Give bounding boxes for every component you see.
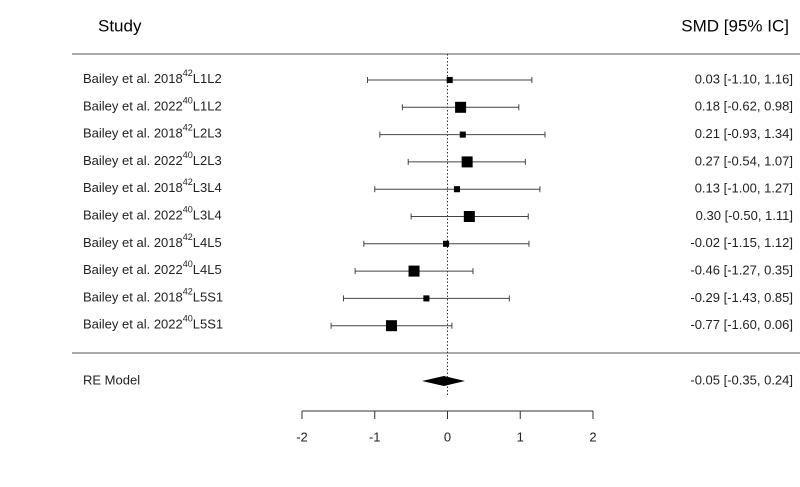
study-name: Bailey et al. 2022 — [83, 99, 183, 114]
study-ref: 40 — [183, 259, 193, 269]
study-ref: 42 — [183, 123, 193, 133]
study-name: Bailey et al. 2018 — [83, 126, 183, 141]
pooled-label: RE Model — [83, 372, 140, 387]
study-name: Bailey et al. 2018 — [83, 235, 183, 250]
point-estimate — [453, 186, 460, 193]
study-name: Bailey et al. 2018 — [83, 290, 183, 305]
study-label: Bailey et al. 202240L1L2 — [83, 96, 222, 114]
value-label: 0.30 [-0.50, 1.11] — [696, 208, 793, 223]
study-label: Bailey et al. 202240L2L3 — [83, 150, 222, 168]
point-estimate — [385, 320, 397, 332]
study-label: Bailey et al. 201842L4L5 — [83, 232, 222, 250]
study-label: Bailey et al. 201842L3L4 — [83, 178, 222, 196]
study-level: L3L4 — [193, 181, 222, 196]
study-ref: 42 — [183, 68, 193, 78]
point-estimate — [461, 156, 473, 168]
study-label: Bailey et al. 202240L3L4 — [83, 205, 222, 223]
study-ref: 40 — [183, 96, 193, 106]
x-tick-label: 2 — [589, 429, 596, 444]
study-level: L1L2 — [193, 71, 222, 86]
value-label: 0.13 [-1.00, 1.27] — [695, 181, 793, 196]
study-level: L2L3 — [193, 153, 222, 168]
study-name: Bailey et al. 2022 — [83, 263, 183, 278]
study-level: L4L5 — [193, 263, 222, 278]
point-estimate — [443, 240, 450, 247]
study-name: Bailey et al. 2022 — [83, 153, 183, 168]
study-label: Bailey et al. 201842L1L2 — [83, 68, 222, 86]
value-label: 0.18 [-0.62, 0.98] — [695, 99, 793, 114]
study-ref: 42 — [183, 232, 193, 242]
value-label: 0.03 [-1.10, 1.16] — [695, 71, 793, 86]
study-level: L5S1 — [193, 317, 223, 332]
point-estimate — [423, 295, 430, 302]
pooled-value-label: -0.05 [-0.35, 0.24] — [690, 372, 793, 387]
x-tick-label: -1 — [369, 429, 381, 444]
study-ref: 42 — [183, 287, 193, 297]
study-label: Bailey et al. 201842L2L3 — [83, 123, 222, 141]
study-ref: 40 — [183, 150, 193, 160]
study-name: Bailey et al. 2018 — [83, 71, 183, 86]
study-level: L5S1 — [193, 290, 223, 305]
study-name: Bailey et al. 2022 — [83, 208, 183, 223]
study-ref: 40 — [183, 205, 193, 215]
x-tick-label: 0 — [444, 429, 451, 444]
study-label: Bailey et al. 202240L4L5 — [83, 259, 222, 277]
point-estimate — [459, 131, 466, 138]
value-label: -0.02 [-1.15, 1.12] — [690, 235, 793, 250]
header-study: Study — [98, 16, 142, 35]
study-level: L3L4 — [193, 208, 222, 223]
study-name: Bailey et al. 2022 — [83, 317, 183, 332]
point-estimate — [463, 211, 475, 222]
study-ref: 42 — [183, 178, 193, 188]
value-label: 0.27 [-0.54, 1.07] — [695, 153, 793, 168]
value-label: -0.29 [-1.43, 0.85] — [690, 290, 793, 305]
study-name: Bailey et al. 2018 — [83, 181, 183, 196]
study-label: Bailey et al. 201842L5S1 — [83, 287, 223, 305]
header-effect: SMD [95% IC] — [681, 16, 789, 35]
value-label: 0.21 [-0.93, 1.34] — [695, 126, 793, 141]
study-ref: 40 — [183, 314, 193, 324]
study-level: L2L3 — [193, 126, 222, 141]
value-label: -0.46 [-1.27, 0.35] — [690, 263, 793, 278]
study-level: L1L2 — [193, 99, 222, 114]
point-estimate — [408, 265, 420, 277]
x-tick-label: -2 — [296, 429, 308, 444]
study-level: L4L5 — [193, 235, 222, 250]
x-tick-label: 1 — [517, 429, 524, 444]
point-estimate — [446, 76, 453, 84]
pooled-diamond — [422, 376, 465, 386]
study-label: Bailey et al. 202240L5S1 — [83, 314, 223, 332]
value-label: -0.77 [-1.60, 0.06] — [690, 317, 793, 332]
point-estimate — [455, 101, 467, 113]
